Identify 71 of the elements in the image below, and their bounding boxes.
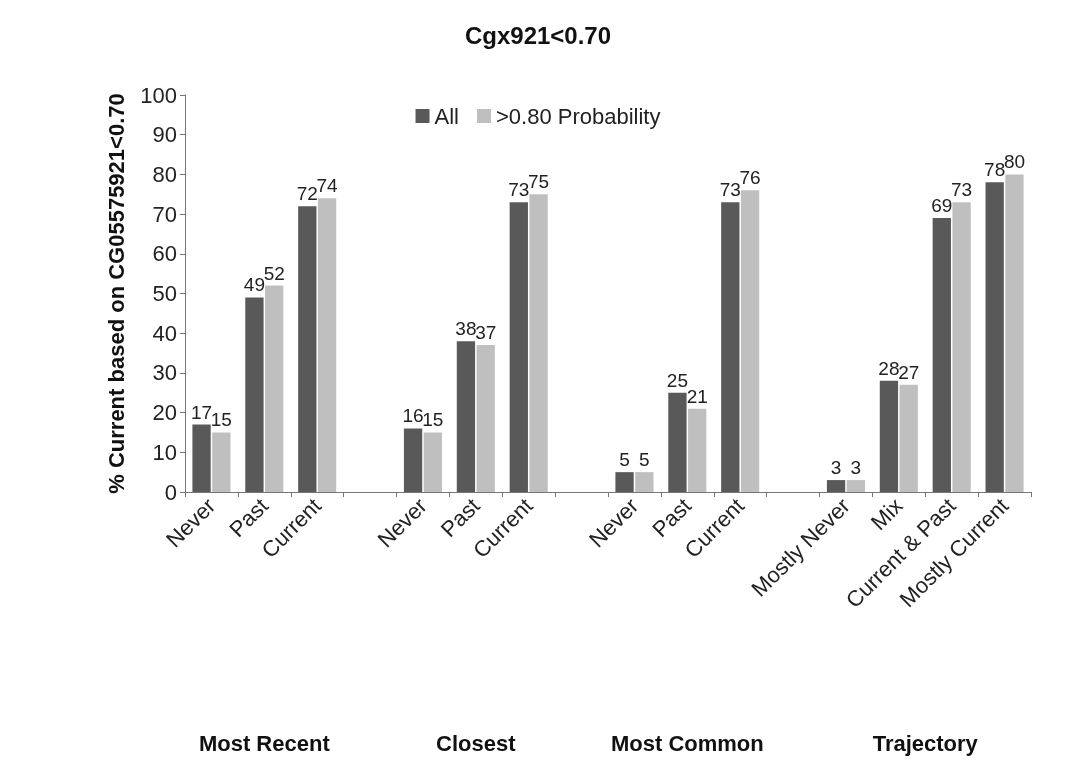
bar bbox=[899, 384, 918, 492]
bar bbox=[529, 194, 548, 492]
bar bbox=[423, 432, 442, 492]
data-label: 75 bbox=[528, 171, 550, 193]
bar bbox=[952, 202, 971, 492]
y-tick-label: 10 bbox=[152, 439, 177, 465]
bar bbox=[879, 380, 899, 492]
y-tick-label: 40 bbox=[152, 320, 177, 346]
data-label: 69 bbox=[931, 195, 953, 217]
bar bbox=[509, 202, 528, 492]
data-label: 5 bbox=[639, 449, 650, 471]
data-label: 3 bbox=[830, 457, 842, 479]
data-label: 28 bbox=[878, 357, 900, 379]
y-tick-label: 30 bbox=[152, 360, 177, 386]
data-label: 74 bbox=[316, 175, 339, 197]
bar bbox=[688, 408, 707, 492]
bar bbox=[721, 202, 740, 492]
bar bbox=[826, 480, 846, 492]
y-tick-label: 100 bbox=[140, 82, 177, 108]
data-label: 17 bbox=[190, 401, 213, 423]
data-label: 15 bbox=[422, 409, 444, 431]
text: Most Common bbox=[610, 730, 764, 756]
data-label: 37 bbox=[475, 322, 497, 344]
data-label: 27 bbox=[898, 361, 920, 383]
x-tick-label: Mix bbox=[865, 493, 908, 536]
y-tick-label: 20 bbox=[152, 400, 177, 426]
bar bbox=[846, 480, 865, 492]
bar bbox=[740, 190, 760, 492]
data-label: 49 bbox=[243, 274, 265, 296]
text: Most Recent bbox=[198, 730, 331, 756]
legend-label: >0.80 Probability bbox=[495, 103, 661, 129]
y-axis-title: % Current based on CG05575921<0.70 bbox=[103, 93, 129, 494]
bar bbox=[668, 392, 687, 492]
bar bbox=[615, 472, 634, 492]
data-label: 73 bbox=[719, 179, 741, 201]
data-label: 73 bbox=[508, 179, 530, 201]
data-label: 52 bbox=[263, 262, 285, 284]
bar bbox=[932, 218, 951, 492]
y-tick-label: 70 bbox=[152, 201, 177, 227]
legend-label: All bbox=[434, 103, 459, 129]
data-label: 76 bbox=[739, 167, 761, 189]
bar bbox=[403, 428, 423, 492]
text: Trajectory bbox=[872, 730, 979, 756]
bar bbox=[1005, 174, 1024, 492]
data-label: 21 bbox=[686, 385, 708, 407]
bar bbox=[265, 285, 284, 492]
bar bbox=[212, 432, 231, 492]
data-label: 38 bbox=[455, 318, 477, 340]
data-label: 78 bbox=[984, 159, 1006, 181]
data-label: 72 bbox=[296, 183, 318, 205]
y-tick-label: 50 bbox=[152, 281, 177, 306]
y-tick-label: 60 bbox=[152, 241, 177, 267]
bar bbox=[635, 472, 654, 492]
bar bbox=[476, 345, 495, 492]
bar bbox=[317, 198, 337, 492]
bar bbox=[245, 297, 264, 492]
bar bbox=[192, 424, 211, 492]
y-tick-label: 90 bbox=[152, 122, 177, 148]
y-tick-label: 0 bbox=[164, 479, 177, 505]
chart-title: Cgx921<0.70 bbox=[464, 21, 612, 49]
data-label: 5 bbox=[619, 449, 630, 471]
data-label: 16 bbox=[402, 405, 424, 427]
bar bbox=[298, 206, 317, 492]
bar bbox=[985, 182, 1004, 492]
bar bbox=[456, 341, 476, 492]
y-tick-label: 80 bbox=[152, 161, 177, 187]
data-label: 25 bbox=[666, 369, 688, 391]
text: Closest bbox=[436, 730, 517, 756]
data-label: 73 bbox=[951, 179, 973, 201]
data-label: 15 bbox=[210, 409, 232, 431]
data-label: 3 bbox=[850, 457, 862, 479]
